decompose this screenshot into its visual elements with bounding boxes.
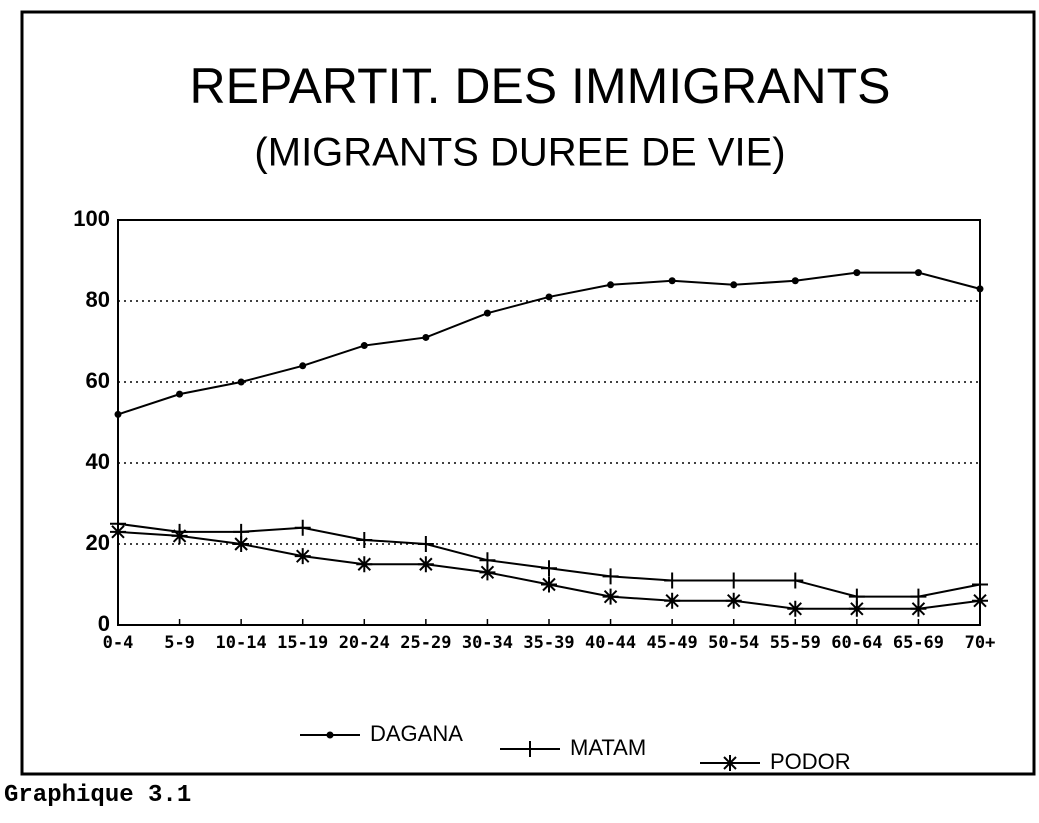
x-tick-label: 0-4 (103, 633, 134, 653)
marker (602, 588, 619, 605)
marker (791, 277, 799, 285)
marker (110, 523, 126, 540)
marker (914, 269, 922, 277)
x-tick-label: 30-34 (462, 633, 513, 653)
y-tick-label: 20 (86, 530, 110, 555)
marker (668, 277, 676, 285)
legend-label: PODOR (770, 749, 851, 774)
marker (545, 293, 553, 301)
y-tick-label: 40 (86, 449, 110, 474)
marker (787, 572, 804, 589)
marker (326, 731, 334, 739)
marker (171, 527, 188, 544)
x-tick-label: 25-29 (400, 633, 451, 653)
marker (910, 600, 927, 617)
x-tick-label: 45-49 (647, 633, 698, 653)
marker (483, 309, 491, 317)
marker (356, 531, 373, 548)
x-tick-label: 55-59 (770, 633, 821, 653)
marker (725, 572, 742, 589)
marker (294, 548, 311, 565)
marker (233, 536, 250, 552)
marker (356, 556, 373, 573)
marker (417, 536, 434, 552)
marker (114, 410, 122, 418)
y-tick-label: 100 (73, 206, 110, 231)
marker (972, 592, 988, 609)
x-tick-label: 40-44 (585, 633, 636, 653)
marker (360, 342, 368, 350)
marker (664, 572, 681, 589)
marker (479, 564, 496, 581)
legend-label: MATAM (570, 735, 646, 760)
caption: Graphique 3.1 (4, 782, 192, 809)
x-tick-label: 10-14 (216, 633, 267, 653)
x-tick-label: 35-39 (523, 633, 574, 653)
marker (522, 741, 538, 757)
frame (20, 10, 1036, 776)
x-tick-label: 65-69 (893, 633, 944, 653)
marker (972, 576, 988, 593)
marker (725, 592, 742, 609)
x-tick-label: 50-54 (708, 633, 759, 653)
marker (237, 378, 245, 386)
marker (848, 600, 865, 617)
marker (787, 600, 804, 617)
marker (976, 285, 984, 293)
marker (730, 281, 738, 289)
marker (607, 281, 615, 289)
marker (294, 519, 311, 536)
x-tick-label: 15-19 (277, 633, 328, 653)
marker (541, 560, 557, 577)
marker (422, 333, 430, 341)
legend-label: DAGANA (370, 721, 463, 746)
chart-title: REPARTIT. DES IMMIGRANTS (189, 58, 890, 114)
y-tick-label: 60 (86, 368, 110, 393)
y-tick-label: 80 (86, 287, 110, 312)
marker (541, 576, 557, 593)
x-tick-label: 20-24 (339, 633, 390, 653)
x-tick-label: 70+ (965, 633, 996, 653)
y-tick-label: 0 (98, 611, 110, 636)
marker (664, 592, 681, 609)
chart-subtitle: (MIGRANTS DUREE DE VIE) (254, 131, 785, 175)
marker (853, 269, 861, 277)
marker (722, 755, 738, 771)
x-tick-label: 5-9 (164, 633, 195, 653)
marker (176, 390, 184, 398)
marker (602, 568, 619, 585)
marker (417, 556, 434, 573)
x-tick-label: 60-64 (831, 633, 882, 653)
marker (299, 362, 307, 370)
